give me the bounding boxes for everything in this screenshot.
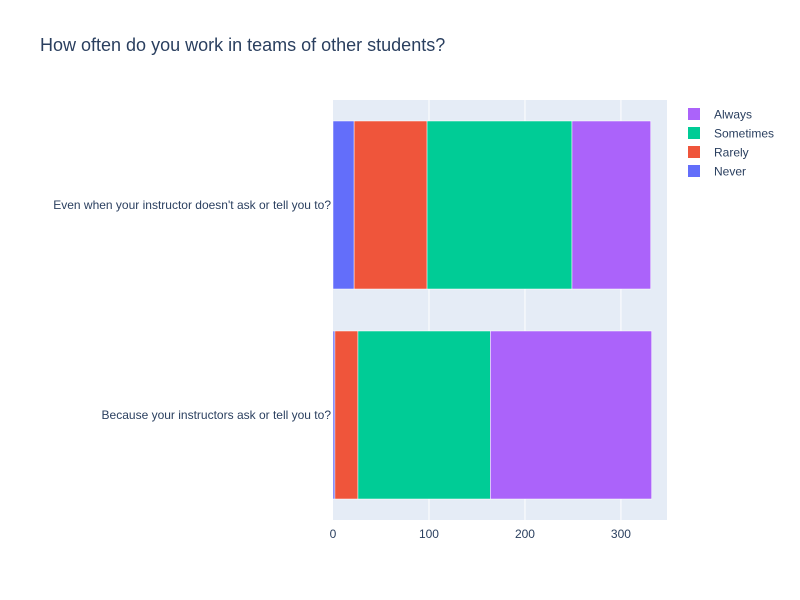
bar-always-1 bbox=[571, 120, 651, 290]
bar-never-0 bbox=[332, 330, 336, 500]
x-axis: 0 100 200 300 bbox=[330, 527, 632, 541]
legend-item-never[interactable]: Never bbox=[688, 165, 746, 179]
bar-always-0 bbox=[490, 330, 652, 500]
bar-sometimes-0 bbox=[357, 330, 491, 500]
legend-item-always[interactable]: Always bbox=[688, 108, 752, 122]
x-tick-label: 0 bbox=[330, 527, 337, 541]
bar-rarely-1 bbox=[353, 120, 428, 290]
legend-item-sometimes[interactable]: Sometimes bbox=[688, 127, 774, 141]
legend-label: Sometimes bbox=[714, 127, 774, 141]
legend-swatch bbox=[688, 146, 700, 158]
x-tick-label: 300 bbox=[611, 527, 631, 541]
legend-label: Rarely bbox=[714, 146, 749, 160]
bar-rarely-0 bbox=[334, 330, 359, 500]
legend: Always Sometimes Rarely Never bbox=[688, 108, 774, 179]
legend-swatch bbox=[688, 108, 700, 120]
y-tick-label: Even when your instructor doesn't ask or… bbox=[53, 198, 331, 212]
y-axis: Because your instructors ask or tell you… bbox=[53, 198, 331, 422]
chart-title: How often do you work in teams of other … bbox=[40, 35, 445, 55]
legend-item-rarely[interactable]: Rarely bbox=[688, 146, 749, 160]
y-tick-label: Because your instructors ask or tell you… bbox=[102, 408, 332, 422]
legend-swatch bbox=[688, 165, 700, 177]
legend-swatch bbox=[688, 127, 700, 139]
bar-never-1 bbox=[332, 120, 355, 290]
x-tick-label: 100 bbox=[419, 527, 439, 541]
legend-label: Always bbox=[714, 108, 752, 122]
bars bbox=[332, 120, 652, 500]
bar-sometimes-1 bbox=[426, 120, 573, 290]
legend-label: Never bbox=[714, 165, 746, 179]
x-tick-label: 200 bbox=[515, 527, 535, 541]
